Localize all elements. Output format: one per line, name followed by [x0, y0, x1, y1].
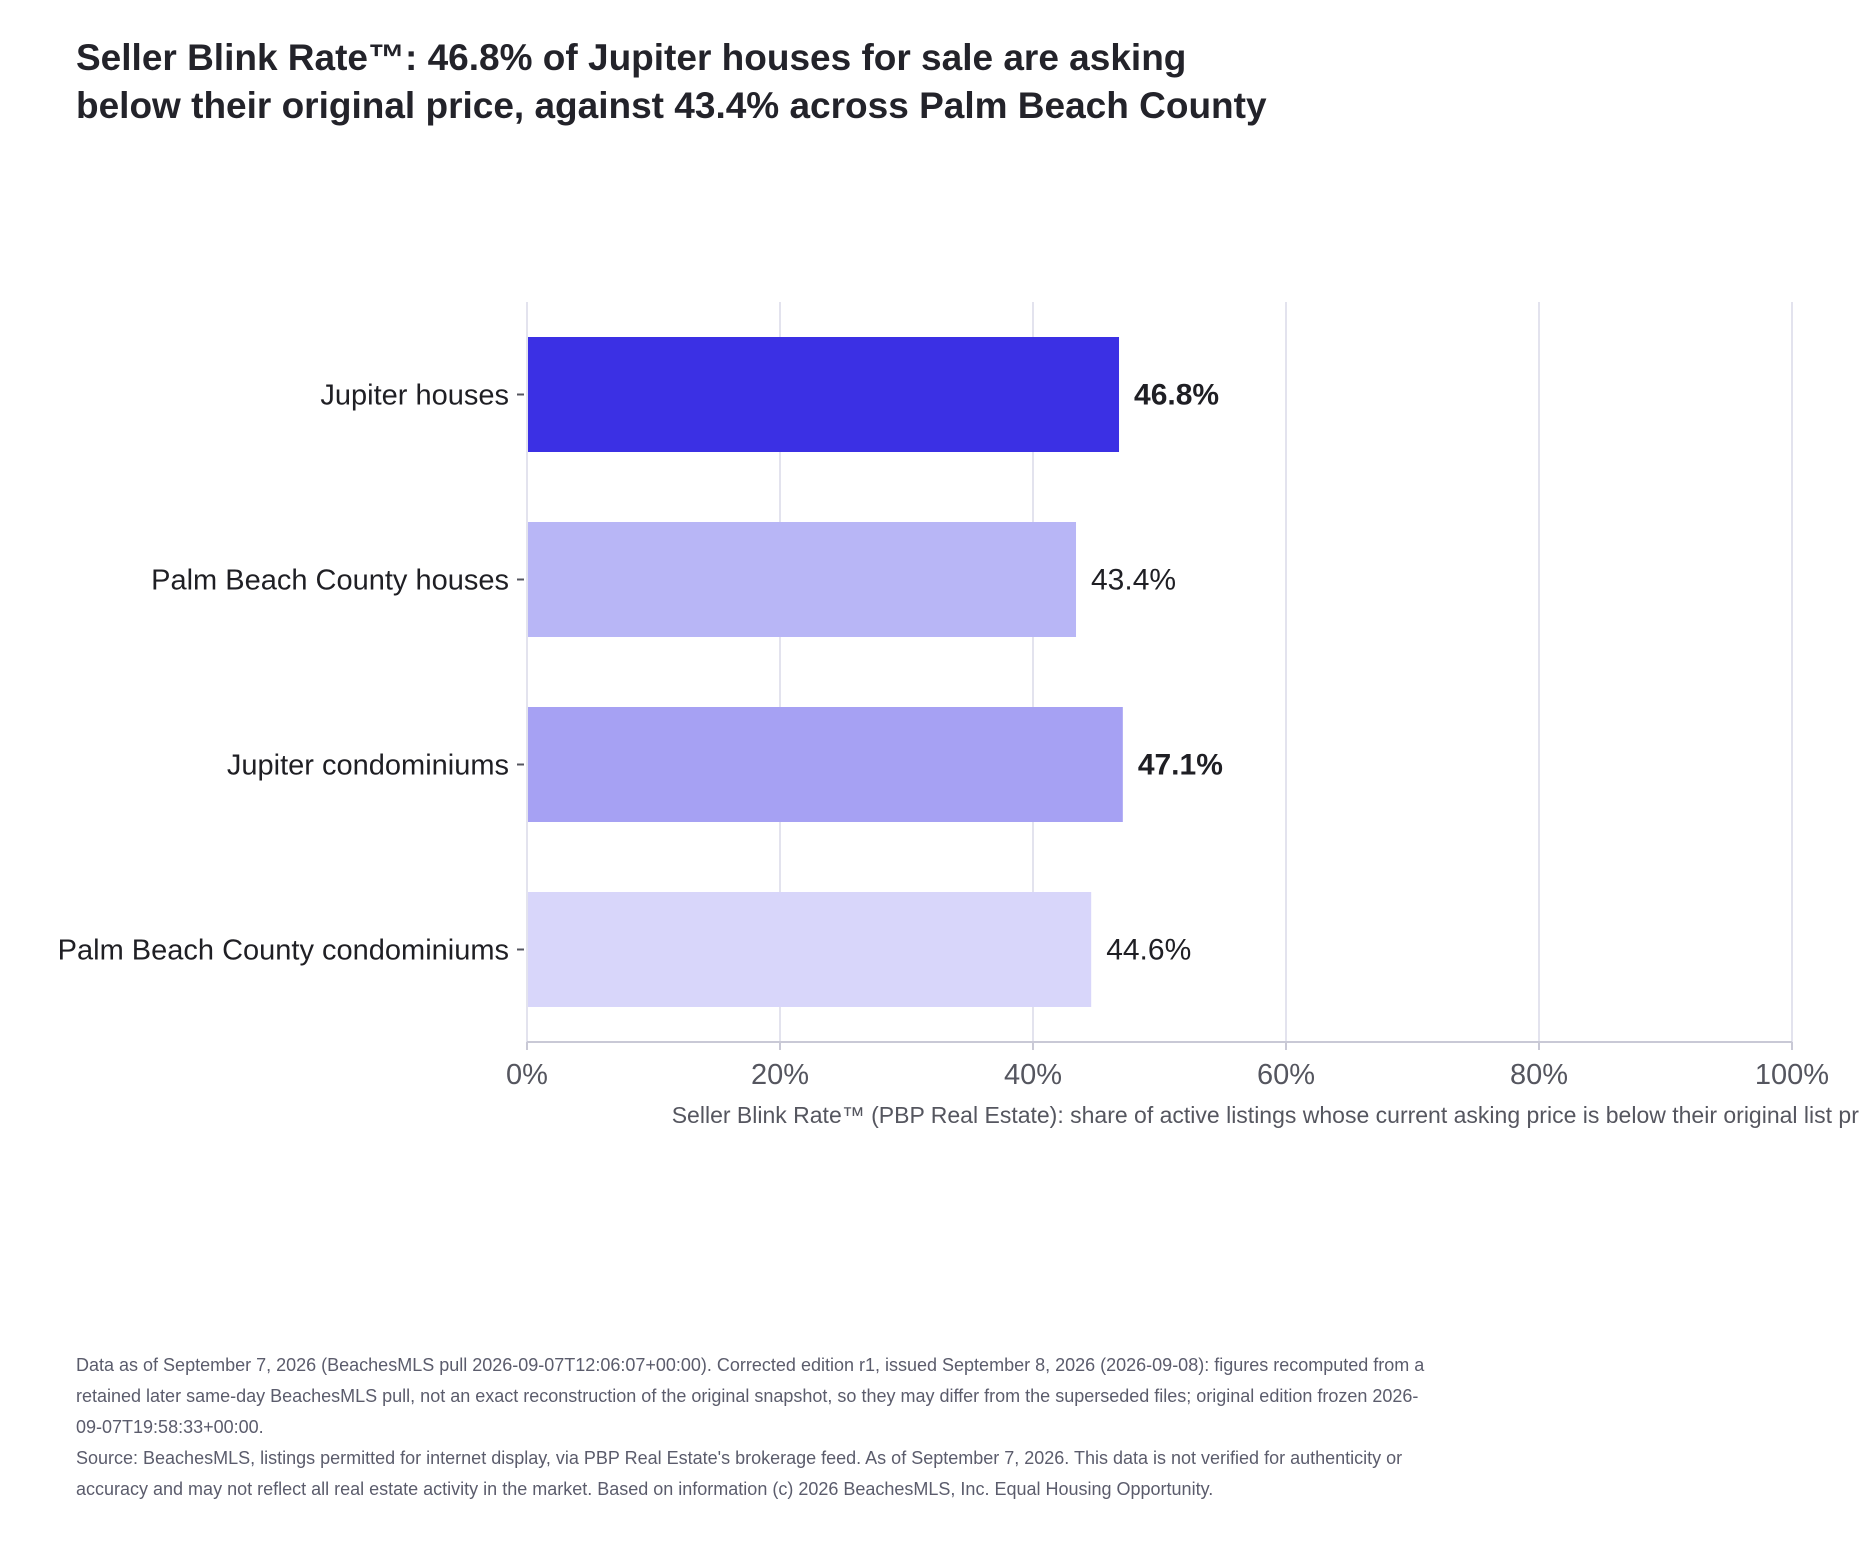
source-note: Source: BeachesMLS, listings permitted f… [76, 1448, 1403, 1499]
x-tick-label: 0% [506, 1059, 548, 1091]
category-label: Jupiter houses [320, 380, 509, 412]
category-label: Palm Beach County houses [151, 565, 509, 597]
value-label: 47.1% [1138, 749, 1223, 782]
category-label: Palm Beach County condominiums [58, 935, 509, 967]
bar [527, 522, 1077, 637]
x-axis-title: Seller Blink Rate™ (PBP Real Estate): sh… [672, 1102, 1860, 1128]
chart-title: Seller Blink Rate™: 46.8% of Jupiter hou… [76, 34, 1476, 130]
bar [527, 337, 1120, 452]
data-edition-note: Data as of September 7, 2026 (BeachesMLS… [76, 1355, 1425, 1437]
x-tick-label: 60% [1257, 1059, 1315, 1091]
bar-chart: 0% 20% 40% 60% 80% 100% Jupiter houses 46.8% Pal… [58, 302, 1860, 1128]
bar [527, 707, 1123, 822]
x-tick-label: 40% [1004, 1059, 1062, 1091]
chart-title-line-2: below their original price, against 43.4… [76, 85, 1267, 126]
bar [527, 892, 1092, 1007]
footnotes: Data as of September 7, 2026 (BeachesMLS… [76, 1350, 1436, 1505]
labels: 0% 20% 40% 60% 80% 100% Jupiter houses 46.8% Pal… [58, 379, 1829, 1092]
x-tick-label: 20% [751, 1059, 809, 1091]
axes [517, 302, 1793, 1050]
bars [527, 337, 1123, 1007]
value-label: 44.6% [1106, 934, 1191, 967]
value-label: 43.4% [1091, 564, 1176, 597]
value-label: 46.8% [1134, 379, 1219, 412]
x-tick-label: 80% [1510, 1059, 1568, 1091]
x-tick-label: 100% [1755, 1059, 1829, 1091]
chart-title-line-1: Seller Blink Rate™: 46.8% of Jupiter hou… [76, 37, 1187, 78]
category-label: Jupiter condominiums [227, 750, 509, 782]
